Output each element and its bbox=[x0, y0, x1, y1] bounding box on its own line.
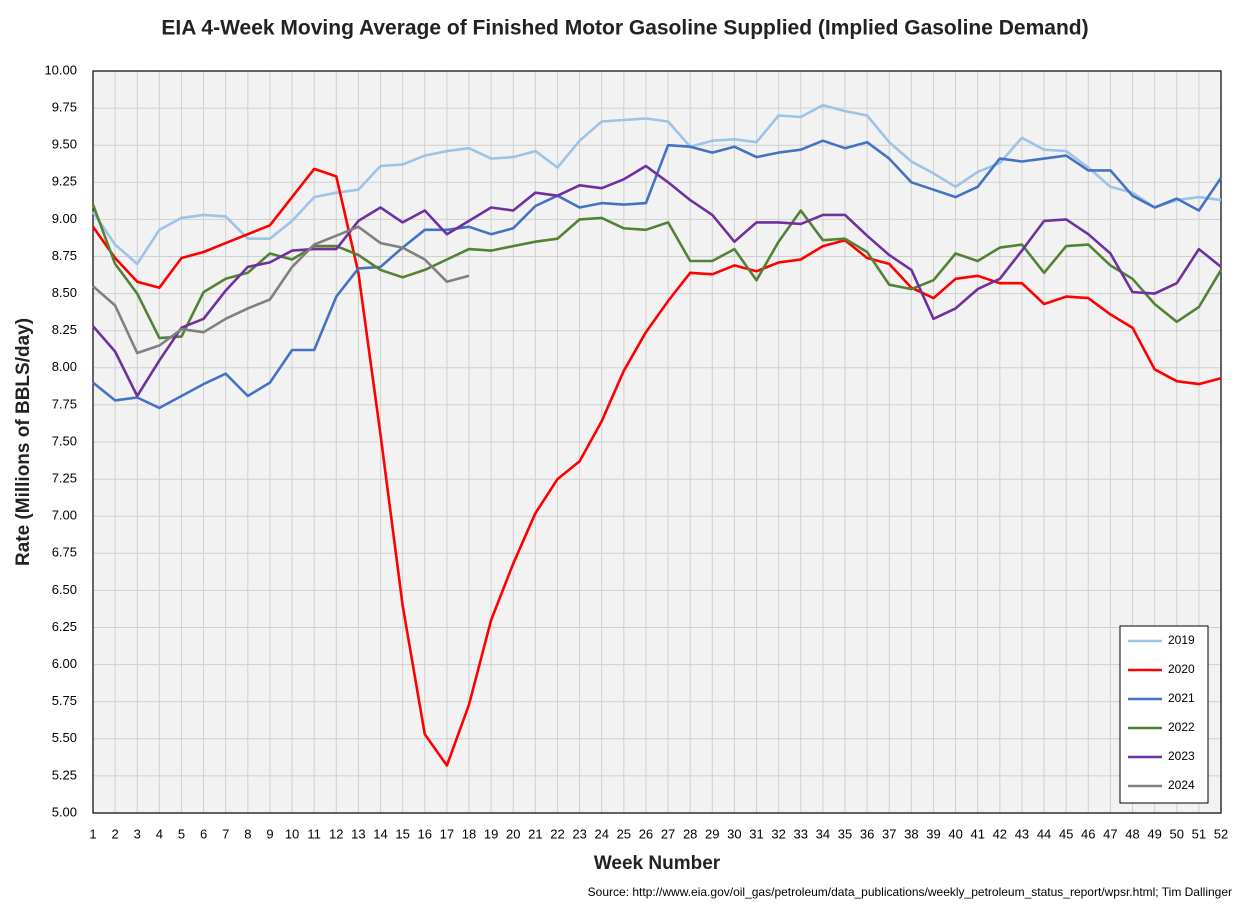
y-tick-label: 9.00 bbox=[52, 211, 77, 226]
x-tick-label: 30 bbox=[727, 826, 741, 841]
x-tick-label: 25 bbox=[617, 826, 631, 841]
x-tick-label: 27 bbox=[661, 826, 675, 841]
y-tick-label: 5.00 bbox=[52, 804, 77, 819]
x-tick-label: 16 bbox=[418, 826, 432, 841]
x-tick-label: 1 bbox=[89, 826, 96, 841]
x-tick-label: 39 bbox=[926, 826, 940, 841]
x-axis-label: Week Number bbox=[594, 853, 721, 874]
x-tick-label: 2 bbox=[112, 826, 119, 841]
x-tick-label: 5 bbox=[178, 826, 185, 841]
x-tick-label: 42 bbox=[993, 826, 1007, 841]
x-tick-label: 8 bbox=[244, 826, 251, 841]
x-tick-label: 3 bbox=[134, 826, 141, 841]
x-tick-label: 33 bbox=[794, 826, 808, 841]
y-tick-label: 6.75 bbox=[52, 545, 77, 560]
legend-label: 2019 bbox=[1168, 633, 1195, 647]
x-tick-label: 17 bbox=[440, 826, 454, 841]
x-tick-label: 52 bbox=[1214, 826, 1228, 841]
x-tick-label: 21 bbox=[528, 826, 542, 841]
y-tick-label: 7.25 bbox=[52, 471, 77, 486]
x-tick-label: 23 bbox=[572, 826, 586, 841]
source-note: Source: http://www.eia.gov/oil_gas/petro… bbox=[588, 885, 1232, 899]
legend-label: 2020 bbox=[1168, 662, 1195, 676]
x-tick-label: 50 bbox=[1170, 826, 1184, 841]
y-tick-label: 9.75 bbox=[52, 100, 77, 115]
x-tick-label: 43 bbox=[1015, 826, 1029, 841]
y-tick-label: 6.25 bbox=[52, 619, 77, 634]
x-tick-label: 4 bbox=[156, 826, 163, 841]
x-tick-label: 45 bbox=[1059, 826, 1073, 841]
legend-box bbox=[1119, 625, 1209, 804]
series-line bbox=[91, 167, 1222, 767]
legend-label: 2021 bbox=[1168, 691, 1195, 705]
x-tick-label: 19 bbox=[484, 826, 498, 841]
x-tick-label: 46 bbox=[1081, 826, 1095, 841]
y-tick-label: 9.50 bbox=[52, 137, 77, 152]
x-tick-label: 31 bbox=[749, 826, 763, 841]
y-tick-label: 8.50 bbox=[52, 285, 77, 300]
x-tick-label: 6 bbox=[200, 826, 207, 841]
x-tick-label: 32 bbox=[771, 826, 785, 841]
x-tick-label: 22 bbox=[550, 826, 564, 841]
y-tick-label: 8.25 bbox=[52, 322, 77, 337]
series-line bbox=[91, 103, 1222, 266]
x-tick-label: 9 bbox=[266, 826, 273, 841]
x-tick-label: 12 bbox=[329, 826, 343, 841]
plot-border bbox=[92, 70, 1222, 814]
x-tick-label: 18 bbox=[462, 826, 476, 841]
x-tick-label: 14 bbox=[373, 826, 387, 841]
x-tick-label: 51 bbox=[1192, 826, 1206, 841]
y-tick-label: 7.50 bbox=[52, 433, 77, 448]
series-line bbox=[92, 164, 1222, 398]
x-tick-label: 41 bbox=[970, 826, 984, 841]
x-tick-label: 26 bbox=[639, 826, 653, 841]
x-tick-label: 10 bbox=[285, 826, 299, 841]
y-tick-label: 5.75 bbox=[52, 693, 77, 708]
x-tick-label: 37 bbox=[882, 826, 896, 841]
x-tick-label: 24 bbox=[594, 826, 608, 841]
x-tick-label: 29 bbox=[705, 826, 719, 841]
x-tick-label: 44 bbox=[1037, 826, 1051, 841]
x-tick-label: 49 bbox=[1147, 826, 1161, 841]
y-tick-label: 6.00 bbox=[52, 656, 77, 671]
y-tick-label: 6.50 bbox=[52, 582, 77, 597]
x-tick-label: 47 bbox=[1103, 826, 1117, 841]
y-tick-label: 9.25 bbox=[52, 174, 77, 189]
chart-title: EIA 4-Week Moving Average of Finished Mo… bbox=[161, 17, 1088, 40]
y-tick-label: 10.00 bbox=[44, 62, 77, 77]
y-tick-label: 5.50 bbox=[52, 730, 77, 745]
x-tick-label: 48 bbox=[1125, 826, 1139, 841]
x-tick-label: 28 bbox=[683, 826, 697, 841]
y-tick-label: 8.75 bbox=[52, 248, 77, 263]
y-tick-label: 8.00 bbox=[52, 359, 77, 374]
x-tick-label: 35 bbox=[838, 826, 852, 841]
x-tick-label: 7 bbox=[222, 826, 229, 841]
legend-label: 2023 bbox=[1168, 749, 1195, 763]
legend-label: 2024 bbox=[1168, 778, 1195, 792]
x-tick-label: 20 bbox=[506, 826, 520, 841]
legend-label: 2022 bbox=[1168, 720, 1195, 734]
y-tick-label: 7.00 bbox=[52, 508, 77, 523]
y-tick-label: 5.25 bbox=[52, 767, 77, 782]
x-tick-label: 11 bbox=[307, 826, 321, 841]
y-tick-label: 7.75 bbox=[52, 396, 77, 411]
x-tick-label: 15 bbox=[395, 826, 409, 841]
x-tick-label: 40 bbox=[948, 826, 962, 841]
x-tick-label: 13 bbox=[351, 826, 365, 841]
x-tick-label: 36 bbox=[860, 826, 874, 841]
x-tick-label: 38 bbox=[904, 826, 918, 841]
series-line bbox=[92, 225, 470, 355]
y-axis-label: Rate (Millions of BBLS/day) bbox=[13, 318, 34, 566]
x-tick-label: 34 bbox=[816, 826, 830, 841]
